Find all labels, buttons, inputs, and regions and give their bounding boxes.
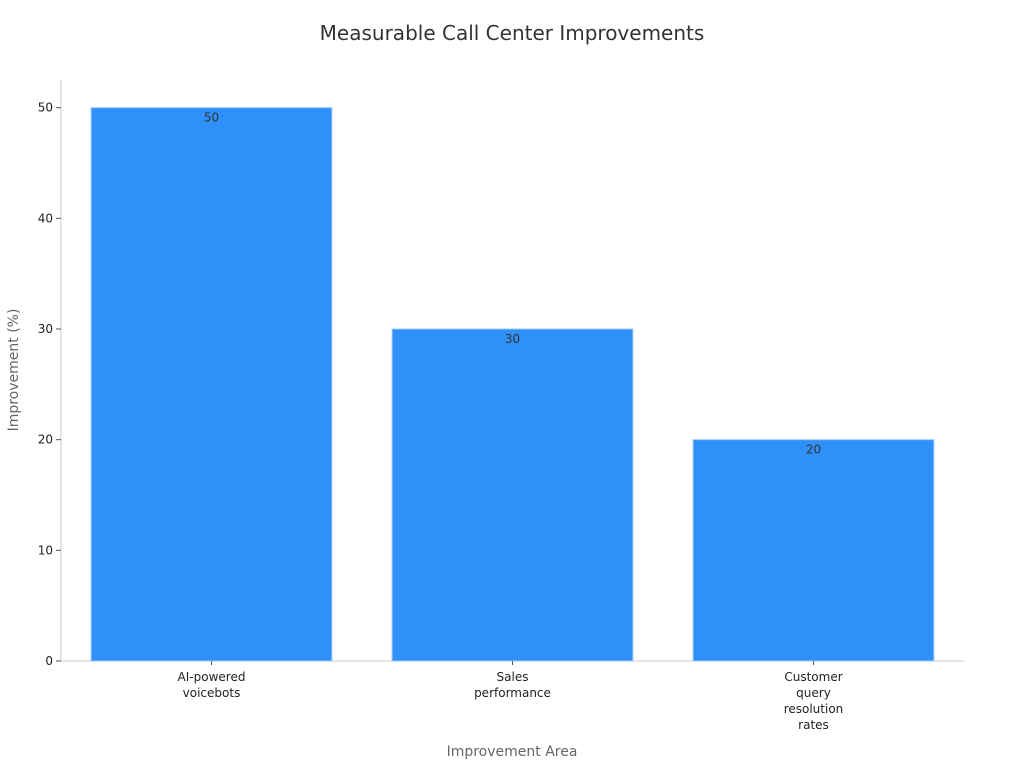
y-tick-label: 50 — [38, 101, 53, 115]
y-tick-label: 40 — [38, 211, 53, 225]
x-tick-label-line: query — [796, 686, 831, 700]
y-tick-label: 0 — [45, 654, 53, 668]
bar — [90, 107, 333, 662]
x-tick-label-line: performance — [474, 686, 551, 700]
y-axis-label: Improvement (%) — [6, 309, 22, 432]
bar — [391, 328, 634, 662]
x-tick-label-line: Sales — [497, 670, 529, 684]
y-tick-label: 20 — [38, 433, 53, 447]
chart-title: Measurable Call Center Improvements — [320, 21, 705, 45]
x-tick-label-line: rates — [798, 718, 829, 732]
y-tick-label: 10 — [38, 543, 53, 557]
data-label: 50 — [204, 111, 219, 125]
x-tick-label-line: AI-powered — [178, 670, 246, 684]
data-label: 20 — [806, 443, 821, 457]
x-tick-label: Customer query resolution rates — [784, 670, 844, 732]
x-tick-label: Sales performance — [474, 670, 551, 700]
x-tick-label: AI-powered voicebots — [178, 670, 246, 700]
x-tick-label-line: Customer — [784, 670, 842, 684]
x-axis-label: Improvement Area — [447, 744, 578, 760]
x-tick-label-line: resolution — [784, 702, 844, 716]
y-tick-label: 30 — [38, 322, 53, 336]
plot-area: 0 10 20 30 40 50 50 AI-powered voicebots 30 Sales p… — [38, 80, 964, 732]
bar — [692, 439, 935, 662]
data-label: 30 — [505, 332, 520, 346]
x-tick-label-line: voicebots — [183, 686, 241, 700]
